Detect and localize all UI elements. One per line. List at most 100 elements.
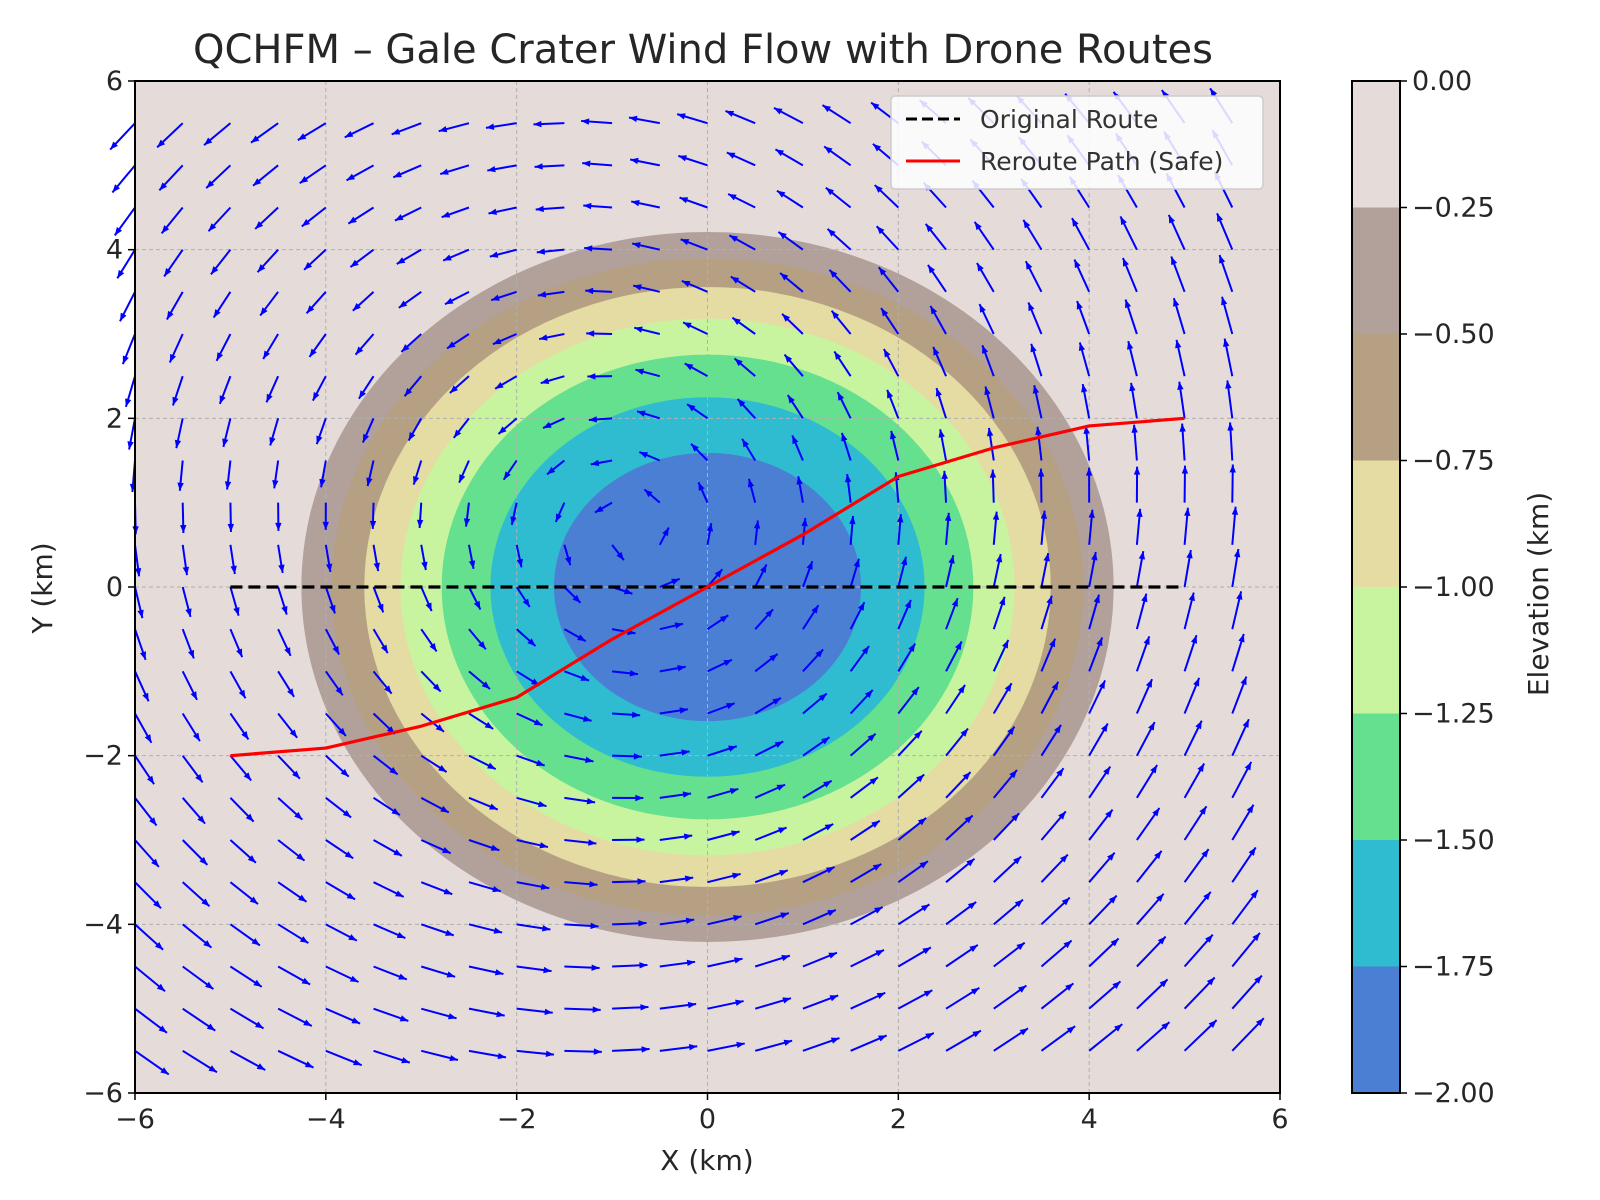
wind-arrow-head <box>306 305 315 314</box>
wind-arrow <box>134 797 158 827</box>
wind-arrow-head <box>329 604 336 614</box>
wind-arrow-head <box>1236 591 1243 600</box>
wind-arrow <box>535 205 565 213</box>
wind-arrow <box>1088 594 1100 630</box>
wind-arrow <box>468 1007 505 1018</box>
wind-arrow <box>163 249 184 277</box>
wind-arrow <box>1040 681 1060 714</box>
wind-arrow <box>1231 761 1253 799</box>
wind-arrow-head <box>156 983 166 992</box>
wind-arrow-head <box>395 890 404 897</box>
wind-arrow <box>1183 634 1198 672</box>
wind-arrow-head <box>338 727 346 736</box>
wind-arrow-head <box>1023 219 1031 229</box>
wind-arrow-head <box>825 187 835 196</box>
y-tick-label: −2 <box>83 741 123 772</box>
wind-arrow-head <box>1071 218 1079 227</box>
wind-arrow-head <box>730 276 740 284</box>
wind-arrow-head <box>192 732 200 742</box>
wind-arrow <box>516 712 543 727</box>
wind-arrow <box>420 586 433 612</box>
wind-arrow <box>897 903 930 926</box>
wind-arrow-head <box>155 942 164 950</box>
wind-arrow <box>121 333 136 365</box>
wind-arrow-head <box>806 561 813 570</box>
wind-arrow <box>802 866 836 884</box>
wind-arrow <box>134 965 166 993</box>
wind-arrow <box>850 906 884 926</box>
wind-arrow-head <box>166 310 174 320</box>
wind-arrow <box>679 196 708 209</box>
wind-arrow-head <box>127 441 134 450</box>
wind-arrow-head <box>979 304 986 313</box>
wind-arrow <box>658 527 670 546</box>
wind-arrow <box>516 754 546 767</box>
wind-arrow-head <box>631 199 640 207</box>
wind-arrow-head <box>1009 769 1017 779</box>
wind-arrow-head <box>332 645 340 655</box>
wind-arrow-head <box>1107 852 1115 861</box>
wind-arrow-head <box>629 670 639 677</box>
wind-arrow-head <box>1076 300 1083 310</box>
wind-arrow <box>659 917 695 926</box>
wind-arrow <box>786 394 804 419</box>
wind-arrow-head <box>1037 468 1045 477</box>
wind-arrow <box>643 488 661 504</box>
wind-arrow <box>134 628 147 661</box>
x-axis-ticks: −6 −4 −2 0 2 4 6 <box>115 1093 1289 1135</box>
wind-arrow-head <box>545 1050 554 1058</box>
wind-arrow <box>992 769 1018 799</box>
wind-arrow-head <box>292 770 300 779</box>
wind-arrow <box>325 670 344 696</box>
wind-arrow-head <box>787 395 795 404</box>
wind-arrow <box>1022 219 1043 251</box>
wind-arrow <box>400 333 422 353</box>
wind-arrow <box>779 272 804 293</box>
wind-arrow-head <box>335 686 343 696</box>
wind-arrow <box>277 881 308 903</box>
wind-arrow-head <box>1171 256 1178 266</box>
wind-arrow-head <box>206 180 215 189</box>
wind-arrow <box>984 386 995 419</box>
wind-arrow <box>564 964 600 971</box>
wind-arrow-head <box>735 999 744 1006</box>
y-tick-label: 4 <box>106 235 123 266</box>
wind-arrow <box>515 628 537 647</box>
wind-arrow <box>1088 852 1116 883</box>
wind-arrow-head <box>316 435 323 445</box>
wind-arrow <box>680 238 708 251</box>
wind-arrow <box>420 754 448 773</box>
wind-arrow <box>707 702 736 715</box>
wind-arrow <box>850 949 885 968</box>
wind-arrow-head <box>137 609 144 619</box>
wind-arrow <box>754 740 784 757</box>
wind-arrow-head <box>1177 381 1184 391</box>
wind-arrow <box>802 604 820 630</box>
colorbar-band <box>1352 840 1400 967</box>
wind-arrow-head <box>989 469 997 478</box>
wind-arrow-head <box>933 346 940 356</box>
wind-arrow <box>678 154 708 167</box>
wind-arrow-head <box>671 578 680 585</box>
wind-arrow <box>1040 638 1057 672</box>
wind-arrow <box>372 628 389 654</box>
wind-arrow <box>369 502 377 529</box>
wind-arrow <box>1131 424 1138 461</box>
wind-arrow-head <box>995 554 1003 563</box>
wind-arrow-head <box>533 719 543 726</box>
wind-arrow-head <box>146 775 155 785</box>
wind-arrow <box>897 773 925 799</box>
wind-arrow <box>659 665 686 673</box>
wind-arrow <box>1040 896 1071 926</box>
wind-arrow <box>564 839 597 846</box>
wind-arrow <box>392 164 422 179</box>
wind-arrow <box>420 965 456 978</box>
wind-arrow <box>181 712 201 742</box>
wind-arrow-head <box>677 665 686 672</box>
wind-arrow <box>1231 804 1255 841</box>
wind-arrow-head <box>976 262 984 272</box>
wind-arrow <box>372 670 393 695</box>
wind-arrow-head <box>1231 506 1239 515</box>
wind-arrow <box>272 460 280 489</box>
wind-arrow-head <box>583 202 592 210</box>
